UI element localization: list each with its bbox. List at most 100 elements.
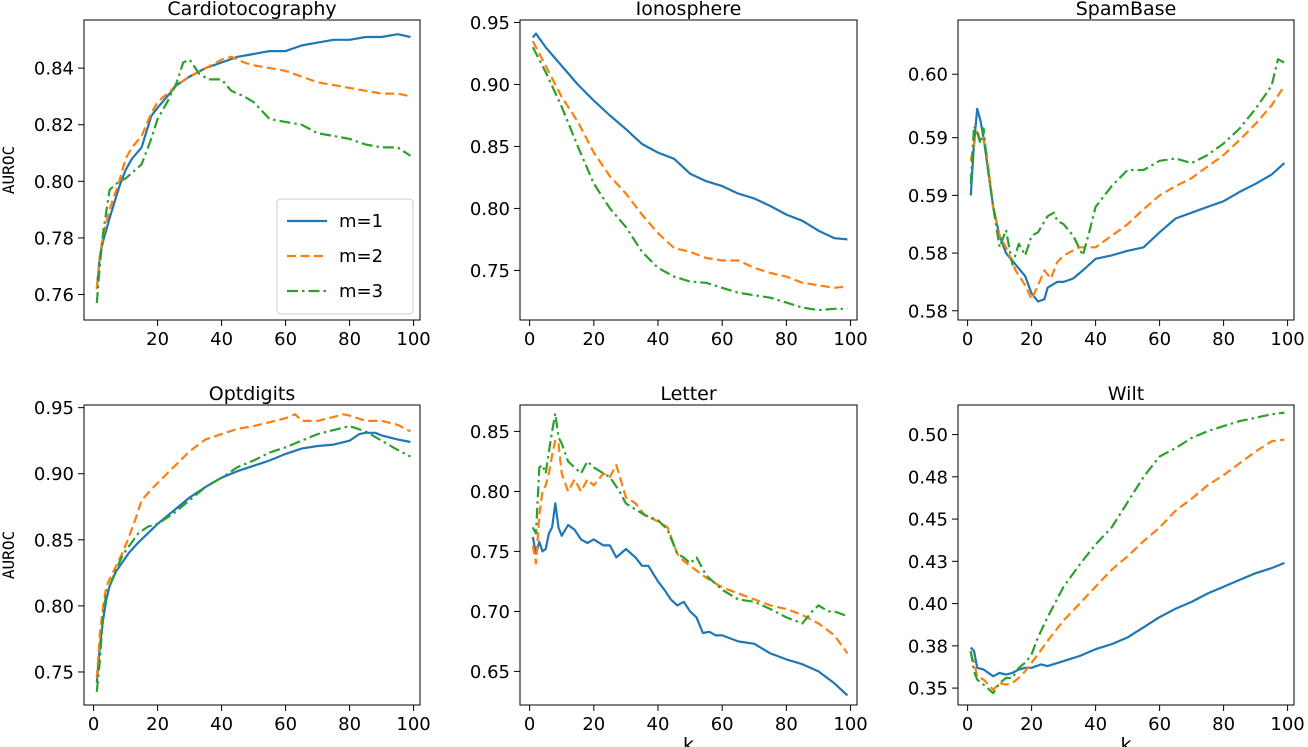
series-line-m3 [969,411,1285,695]
series-line-m1 [531,502,849,697]
x-tick-label: 0 [88,714,99,735]
y-tick-label: 0.90 [470,75,510,96]
x-tick-label: 40 [647,329,670,350]
legend: m=1 m=2 m=3 [276,198,414,315]
x-tick-label: 40 [1084,714,1107,735]
x-tick-label: 60 [1148,714,1171,735]
subplot-cardiotocography: 20 40 60 80 100 0.76 0.78 0.80 0.82 0.84 Cardiotoc… [0,0,431,350]
y-tick-label: 0.82 [34,115,74,136]
y-tick-label: 0.43 [908,552,948,573]
x-axis-label: k [1120,734,1131,747]
subplot-title: Ionosphere [636,0,742,20]
y-axis-label: AUROC [0,531,18,579]
subplot-title: Optdigits [209,383,296,405]
subplot-title: Wilt [1108,383,1144,405]
x-tick-label: 20 [146,329,169,350]
x-tick-label: 0 [962,329,973,350]
subplot-title: Cardiotocography [167,0,336,20]
subplot-spambase: 0 20 40 60 80 100 0.58 0.58 0.59 0.59 0.60 SpamBase [908,0,1305,350]
x-tick-label: 40 [1084,329,1107,350]
x-tick-label: 100 [396,714,430,735]
x-tick-label: 40 [210,714,233,735]
series-line-m1 [969,561,1285,678]
subplot-ionosphere: 0 20 40 60 80 100 0.75 0.80 0.85 0.90 0.95 Ionosphe… [470,0,868,350]
x-tick-label: 60 [711,714,734,735]
legend-label: m=1 [339,211,383,232]
y-tick-label: 0.60 [908,65,948,86]
y-tick-label: 0.80 [470,482,510,503]
y-tick-label: 0.75 [470,261,510,282]
series-line-m3 [95,58,412,304]
y-tick-label: 0.90 [34,464,74,485]
y-tick-label: 0.75 [34,662,74,683]
x-tick-label: 100 [833,714,867,735]
series-line-m2 [531,438,849,655]
y-tick-label: 0.85 [34,530,74,551]
series-line-m3 [969,58,1285,266]
subplot-wilt: 0 20 40 60 80 100 0.35 0.38 0.40 0.43 0.45 0.48 0.50… [908,383,1305,747]
series-line-m2 [531,40,848,289]
y-tick-label: 0.75 [470,542,510,563]
x-tick-label: 80 [775,714,798,735]
series-line-m2 [95,413,411,679]
x-tick-label: 0 [524,714,535,735]
x-tick-label: 20 [1020,714,1043,735]
y-tick-label: 0.38 [908,636,948,657]
series-line-m2 [95,55,411,290]
plot-frame [957,404,1295,706]
subplot-title: SpamBase [1076,0,1177,20]
x-tick-label: 0 [524,329,535,350]
x-tick-label: 100 [833,329,867,350]
subplot-optdigits: 0 20 40 60 80 100 0.75 0.80 0.85 0.90 0.95 Optdigit… [0,383,431,735]
legend-box [276,198,414,315]
x-tick-label: 80 [1212,714,1235,735]
subplot-letter: 0 20 40 60 80 100 0.65 0.70 0.75 0.80 0.85 Letter k [470,383,868,747]
x-tick-label: 20 [1020,329,1043,350]
series-line-m3 [531,46,848,312]
subplot-title: Letter [660,383,717,405]
y-tick-label: 0.80 [34,172,74,193]
series-line-m1 [95,431,411,683]
legend-label: m=2 [339,246,383,267]
x-tick-label: 40 [210,329,233,350]
x-tick-label: 60 [711,329,734,350]
y-tick-label: 0.80 [470,199,510,220]
x-tick-label: 80 [338,329,361,350]
y-tick-label: 0.85 [470,137,510,158]
plot-frame [957,19,1295,321]
y-tick-label: 0.40 [908,594,948,615]
x-tick-label: 100 [1270,714,1304,735]
y-tick-label: 0.95 [34,398,74,419]
y-tick-label: 0.58 [908,244,948,265]
plot-frame [83,404,421,706]
y-axis-label: AUROC [0,146,18,194]
series-line-m2 [969,438,1285,691]
y-tick-label: 0.59 [908,186,948,207]
y-tick-label: 0.78 [34,228,74,249]
x-tick-label: 80 [775,329,798,350]
x-tick-label: 20 [582,714,605,735]
y-tick-label: 0.45 [908,510,948,531]
x-tick-label: 0 [962,714,973,735]
y-tick-label: 0.95 [470,13,510,34]
series-line-m3 [531,412,848,625]
plot-frame [519,19,858,321]
x-tick-label: 60 [274,329,297,350]
x-tick-label: 80 [1212,329,1235,350]
y-tick-label: 0.35 [908,679,948,700]
x-tick-label: 60 [1148,329,1171,350]
series-line-m3 [95,425,411,692]
x-tick-label: 40 [647,714,670,735]
x-tick-label: 80 [338,714,361,735]
y-tick-label: 0.85 [470,422,510,443]
y-tick-label: 0.76 [34,285,74,306]
y-tick-label: 0.50 [908,425,948,446]
series-line-m1 [531,32,848,241]
x-tick-label: 100 [396,329,430,350]
plot-frame [519,404,858,706]
y-tick-label: 0.80 [34,596,74,617]
y-tick-label: 0.48 [908,467,948,488]
y-tick-label: 0.84 [34,59,74,80]
x-tick-label: 20 [146,714,169,735]
